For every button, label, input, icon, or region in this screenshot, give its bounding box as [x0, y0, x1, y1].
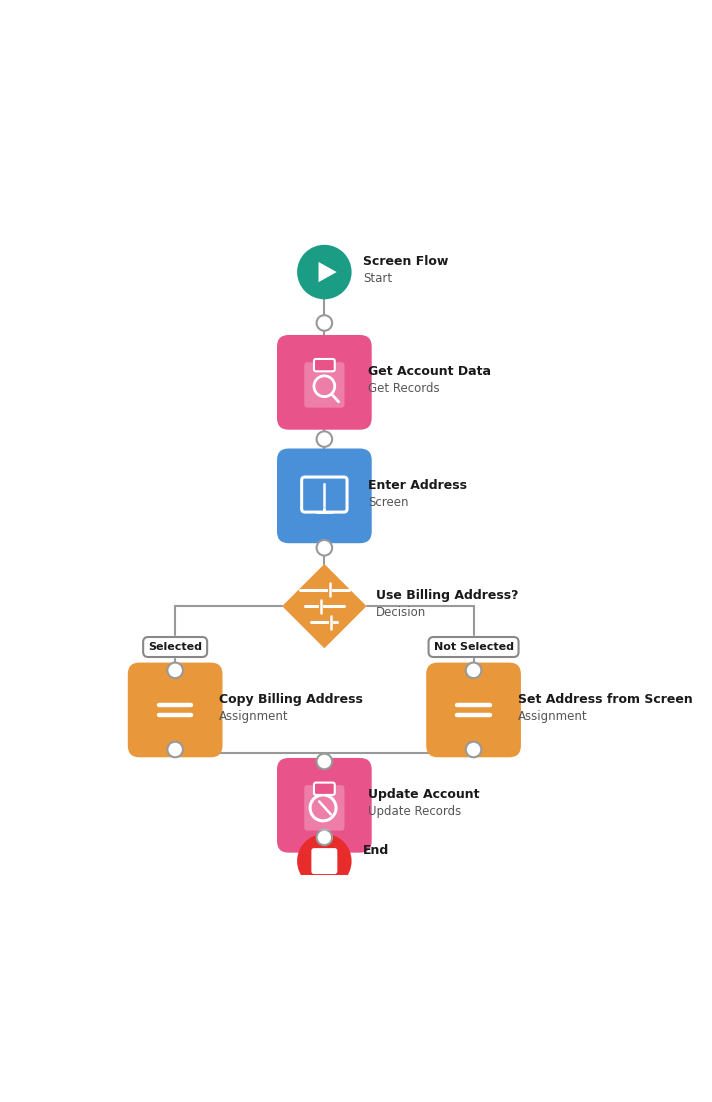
Circle shape [317, 315, 332, 331]
FancyBboxPatch shape [277, 758, 372, 853]
FancyBboxPatch shape [426, 662, 521, 757]
Polygon shape [318, 262, 337, 282]
Text: Assignment: Assignment [518, 710, 587, 723]
Circle shape [466, 742, 481, 757]
FancyBboxPatch shape [304, 363, 345, 408]
Circle shape [466, 662, 481, 678]
Text: Assignment: Assignment [219, 710, 289, 723]
Text: Update Records: Update Records [369, 806, 461, 819]
Text: Get Records: Get Records [369, 382, 440, 396]
Circle shape [317, 754, 332, 769]
Text: Update Account: Update Account [369, 788, 480, 801]
Polygon shape [282, 564, 367, 648]
FancyBboxPatch shape [314, 359, 335, 371]
FancyBboxPatch shape [277, 449, 372, 543]
Circle shape [317, 830, 332, 845]
Text: Screen Flow: Screen Flow [363, 256, 449, 268]
FancyBboxPatch shape [127, 662, 223, 757]
Circle shape [317, 431, 332, 447]
Text: Get Account Data: Get Account Data [369, 366, 491, 378]
Text: Selected: Selected [148, 642, 202, 652]
Text: Decision: Decision [376, 606, 426, 619]
Text: Not Selected: Not Selected [434, 642, 513, 652]
Text: Start: Start [363, 272, 392, 285]
FancyBboxPatch shape [311, 849, 337, 874]
FancyBboxPatch shape [304, 786, 345, 831]
Text: Use Billing Address?: Use Billing Address? [376, 590, 519, 603]
Text: Copy Billing Address: Copy Billing Address [219, 693, 363, 706]
Circle shape [297, 245, 352, 300]
Text: End: End [363, 844, 389, 857]
Text: Set Address from Screen: Set Address from Screen [518, 693, 693, 706]
FancyBboxPatch shape [314, 782, 335, 795]
Text: Enter Address: Enter Address [369, 479, 468, 491]
Circle shape [297, 834, 352, 888]
Text: Screen: Screen [369, 496, 409, 509]
Circle shape [317, 540, 332, 555]
Circle shape [167, 742, 183, 757]
FancyBboxPatch shape [277, 335, 372, 430]
Circle shape [167, 662, 183, 678]
